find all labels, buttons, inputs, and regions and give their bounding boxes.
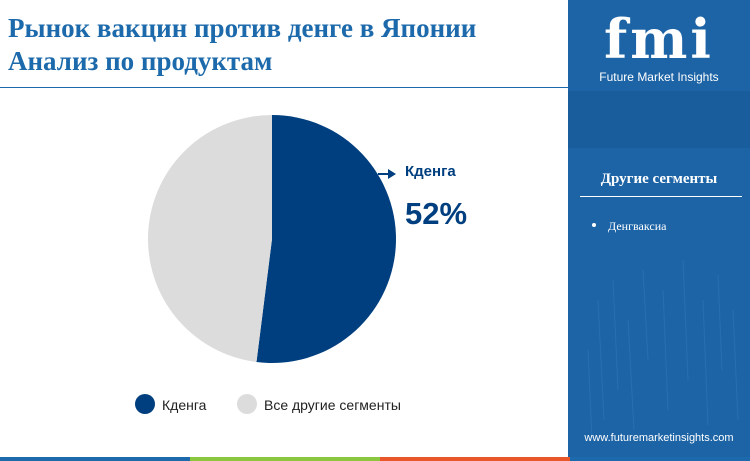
sidebar-texture [587,259,739,441]
title-line-2: Анализ по продуктам [8,46,273,76]
callout: Кденга 52% [378,163,467,231]
segment-label: Денгваксиа [608,219,667,233]
page-title: Рынок вакцин против денге в Японии Анали… [8,12,548,78]
bottom-bar-segment-3 [380,457,570,461]
logo-band [568,91,750,148]
callout-label: Кденга [405,163,456,180]
bullet-icon [592,223,596,227]
callout-value: 52% [405,196,467,231]
legend-swatch-other [237,394,257,414]
segments-divider [580,196,742,197]
legend: Кденга Все другие сегменты [135,394,401,414]
segments-list: Денгваксиа [590,218,666,234]
bottom-bar-segment-2 [190,457,380,461]
segment-item: Денгваксиа [590,218,666,234]
legend-swatch-kdenga [135,394,155,414]
title-divider [0,87,568,88]
bottom-bar-segment-4 [570,457,750,461]
legend-label-kdenga: Кденга [162,397,207,413]
website-link[interactable]: www.futuremarketinsights.com [584,432,734,444]
sidebar: fmi Future Market Insights Другие сегмен… [568,0,750,461]
bottom-bar-segment-1 [0,457,190,461]
legend-label-other: Все другие сегменты [264,397,401,413]
callout-arrow-head-icon [388,169,396,179]
bottom-color-bar [0,457,750,461]
pie-chart: Кденга 52% Кденга Все другие сегменты [135,115,467,414]
pie-slice-kdenga [256,115,397,364]
title-line-1: Рынок вакцин против денге в Японии [8,13,477,43]
segments-title: Другие сегменты [600,171,718,187]
fmi-logo[interactable]: fmi [604,7,714,71]
pie-slices [148,115,397,364]
logo-subtitle: Future Market Insights [599,70,719,84]
pie-slice-other [148,115,272,363]
